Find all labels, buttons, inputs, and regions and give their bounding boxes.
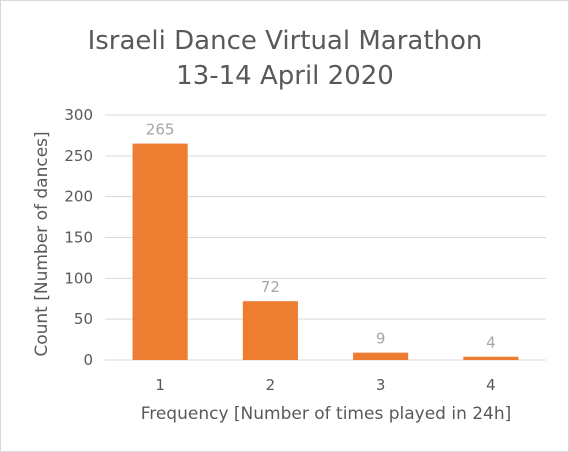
bars [132, 143, 519, 360]
y-tick-label: 250 [64, 147, 93, 165]
x-tick-label: 2 [266, 376, 276, 394]
bar-data-label: 265 [146, 121, 175, 139]
bar-data-label: 72 [261, 278, 280, 296]
x-axis-title: Frequency [Number of times played in 24h… [141, 404, 512, 424]
bar-data-label: 9 [376, 330, 386, 348]
y-tick-label: 300 [64, 106, 93, 124]
y-tick-label: 200 [64, 188, 93, 206]
chart-title: Israeli Dance Virtual Marathon 13-14 Apr… [88, 26, 483, 91]
data-labels: 265 72 9 4 [146, 121, 496, 352]
y-tick-label: 150 [64, 229, 93, 247]
x-tick-label: 3 [376, 376, 386, 394]
x-tick-label: 1 [155, 376, 165, 394]
y-axis-ticks: 0 50 100 150 200 250 300 [64, 106, 93, 369]
bar [463, 356, 519, 360]
bar-data-label: 4 [486, 334, 496, 352]
bar [132, 143, 188, 360]
y-axis-title: Count [Number of dances] [32, 131, 52, 356]
x-axis-ticks: 1 2 3 4 [155, 376, 495, 394]
chart-title-line-1: Israeli Dance Virtual Marathon [88, 26, 483, 56]
x-tick-label: 4 [486, 376, 496, 394]
bar [242, 301, 298, 360]
y-tick-label: 0 [83, 351, 93, 369]
bar [353, 352, 409, 360]
y-tick-label: 50 [74, 310, 93, 328]
y-tick-label: 100 [64, 269, 93, 287]
chart-title-line-2: 13-14 April 2020 [176, 61, 394, 91]
